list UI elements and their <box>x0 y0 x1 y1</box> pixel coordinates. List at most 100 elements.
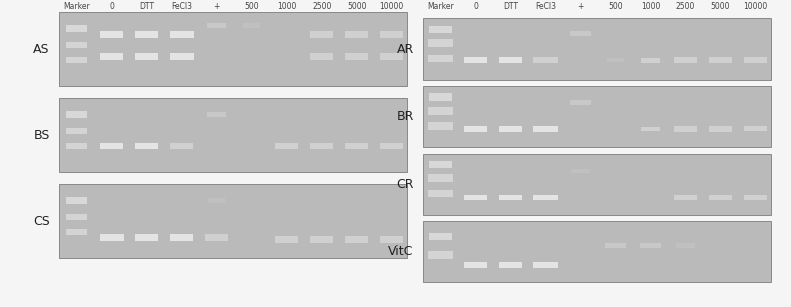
Bar <box>570 31 591 36</box>
Text: 10000: 10000 <box>744 2 768 11</box>
Text: Marker: Marker <box>427 2 454 11</box>
Bar <box>100 234 124 241</box>
Text: +: + <box>577 2 584 11</box>
Text: AS: AS <box>33 43 50 56</box>
Bar <box>430 93 452 101</box>
Bar <box>380 143 403 149</box>
Bar <box>533 57 558 63</box>
Text: FeCl3: FeCl3 <box>535 2 556 11</box>
Bar <box>275 236 298 243</box>
Bar <box>429 107 452 115</box>
Text: 0: 0 <box>109 2 114 11</box>
Bar <box>429 251 452 259</box>
Bar <box>423 221 771 282</box>
Text: Marker: Marker <box>63 2 90 11</box>
Bar <box>429 55 452 62</box>
Bar <box>464 195 487 200</box>
Text: CS: CS <box>33 215 50 227</box>
Bar <box>66 128 87 134</box>
Bar <box>66 111 87 118</box>
Bar <box>206 234 228 241</box>
Bar <box>275 143 298 149</box>
Bar <box>100 31 123 38</box>
Bar <box>100 53 123 60</box>
Bar <box>533 195 558 200</box>
Bar <box>676 243 695 248</box>
Bar <box>66 143 87 149</box>
Bar <box>135 234 158 241</box>
Bar <box>674 126 697 132</box>
Bar <box>66 25 87 32</box>
Bar <box>641 58 660 63</box>
Bar <box>346 53 368 60</box>
Bar <box>570 100 591 105</box>
Bar <box>674 195 697 200</box>
Bar <box>310 236 333 243</box>
Text: DTT: DTT <box>503 2 518 11</box>
Bar <box>169 31 194 38</box>
Bar <box>100 143 123 150</box>
Bar <box>135 31 158 38</box>
Text: 500: 500 <box>244 2 259 11</box>
Bar <box>66 197 87 204</box>
Bar <box>571 169 590 173</box>
Text: BS: BS <box>33 129 50 142</box>
Bar <box>423 86 771 147</box>
Bar <box>170 234 193 241</box>
Text: FeCl3: FeCl3 <box>171 2 192 11</box>
Bar <box>310 31 333 38</box>
Text: +: + <box>214 2 220 11</box>
Bar <box>605 243 626 248</box>
Bar <box>346 143 368 149</box>
Bar <box>423 18 771 80</box>
Bar <box>499 262 522 268</box>
Bar <box>710 57 732 63</box>
Bar <box>310 143 333 149</box>
Text: 0: 0 <box>473 2 478 11</box>
Bar <box>533 262 558 268</box>
Bar <box>59 98 407 172</box>
Bar <box>380 53 403 60</box>
Text: DTT: DTT <box>139 2 154 11</box>
Bar <box>66 229 87 235</box>
Bar <box>243 23 260 28</box>
Text: 10000: 10000 <box>380 2 404 11</box>
Bar <box>499 126 522 132</box>
Bar <box>59 184 407 258</box>
Bar <box>423 154 771 215</box>
Bar <box>66 42 87 48</box>
Text: 2500: 2500 <box>676 2 695 11</box>
Bar <box>499 195 522 200</box>
Bar <box>346 31 368 38</box>
Bar <box>429 122 452 130</box>
Bar <box>674 57 697 63</box>
Bar <box>207 23 226 28</box>
Text: CR: CR <box>396 178 414 191</box>
Bar <box>744 57 767 63</box>
Bar <box>710 195 732 200</box>
Bar <box>380 236 403 243</box>
Bar <box>170 143 193 150</box>
Bar <box>429 190 452 197</box>
Bar <box>135 53 158 60</box>
Bar <box>607 58 624 62</box>
Bar <box>464 57 487 63</box>
Bar <box>207 112 226 117</box>
Text: AR: AR <box>396 43 414 56</box>
Bar <box>346 236 368 243</box>
Bar <box>640 243 661 248</box>
Text: 5000: 5000 <box>347 2 366 11</box>
Bar <box>744 195 767 200</box>
Text: 5000: 5000 <box>711 2 730 11</box>
Text: 1000: 1000 <box>641 2 660 11</box>
Bar <box>59 12 407 86</box>
Bar <box>429 39 452 47</box>
Bar <box>430 26 452 33</box>
Bar <box>464 126 487 132</box>
Text: VitC: VitC <box>388 245 414 258</box>
Bar <box>429 174 452 182</box>
Bar <box>710 126 732 132</box>
Text: BR: BR <box>396 110 414 123</box>
Bar <box>380 31 403 38</box>
Text: 1000: 1000 <box>277 2 297 11</box>
